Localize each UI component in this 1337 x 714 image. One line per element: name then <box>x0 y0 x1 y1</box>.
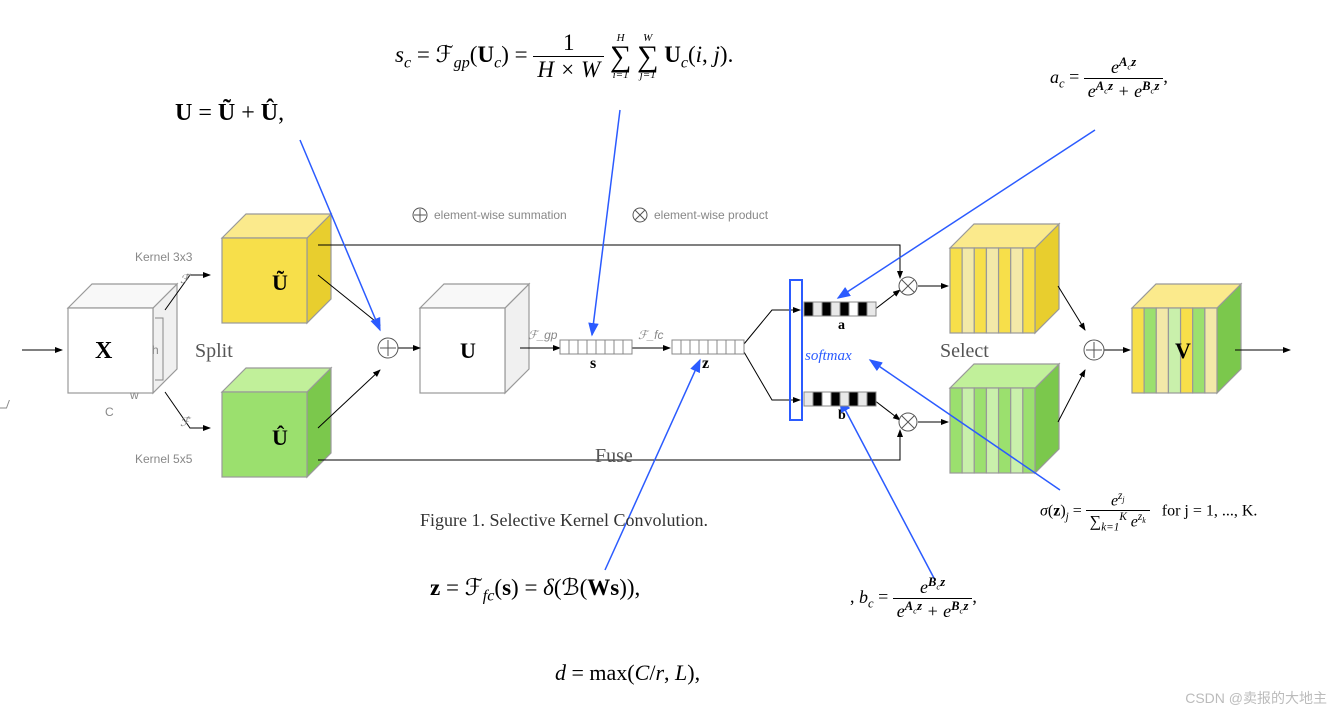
tensor-U: U <box>460 338 476 364</box>
figure-caption: Figure 1. Selective Kernel Convolution. <box>420 510 708 531</box>
label-k3: Kernel 3x3 <box>135 250 192 264</box>
tensor-V: V <box>1175 338 1191 364</box>
stage-select: Select <box>940 340 989 363</box>
otimes-bot <box>899 413 917 431</box>
tensor-a: a <box>838 318 845 334</box>
diagram-stage: U = Ũ + Û, sc = ℱgp(Uc) = 1H × W H∑i=1 W… <box>0 0 1337 714</box>
otimes-top <box>899 277 917 295</box>
oplus-right <box>1084 340 1104 360</box>
label-ftilde: ℱ̃ <box>180 272 189 286</box>
label-w: w <box>130 388 139 402</box>
legend-prod-icon <box>633 208 647 222</box>
eq-sigma: σ(z)j = ezj ∑k=1K ezk for j = 1, ..., K. <box>1040 490 1257 534</box>
label-ffc: ℱ_fc <box>638 328 663 342</box>
legend-sum-label: element-wise summation <box>434 208 567 222</box>
tensor-Utilde: Ũ <box>272 270 288 296</box>
eq-d: d = max(C/r, L), <box>555 660 700 686</box>
stage-softmax: softmax <box>805 348 852 365</box>
eq-sigma-tail: for j = 1, ..., K. <box>1162 503 1258 520</box>
legend-sum-icon <box>413 208 427 222</box>
vector-a <box>804 302 876 316</box>
tensor-Uhat: Û <box>272 425 288 451</box>
tensor-s: s <box>590 355 596 373</box>
watermark: CSDN @卖报的大地主 <box>1185 688 1327 708</box>
tensor-X: X <box>95 338 112 365</box>
stage-split: Split <box>195 340 233 363</box>
eq-ac: ac = eAcz eAcz + eBcz, <box>1050 55 1168 102</box>
eq-sc: sc = ℱgp(Uc) = 1H × W H∑i=1 W∑j=1 Uc(i, … <box>395 30 733 83</box>
label-h: h <box>152 343 159 357</box>
label-fhat: ℱ̂ <box>180 415 189 429</box>
legend-prod-label: element-wise product <box>654 208 768 222</box>
oplus-left <box>378 338 398 358</box>
tensor-b: b <box>838 408 846 424</box>
stage-fuse: Fuse <box>595 445 633 468</box>
eq-z: z = ℱfc(s) = δ(ℬ(Ws)), <box>430 575 640 606</box>
vector-s <box>560 340 632 354</box>
label-C: C <box>105 405 114 419</box>
eq-u-sum: U = Ũ + Û, <box>175 100 284 127</box>
label-fgp: ℱ_gp <box>528 328 557 342</box>
vector-b <box>804 392 876 406</box>
vector-z <box>672 340 744 354</box>
label-k5: Kernel 5x5 <box>135 452 192 466</box>
tensor-z: z <box>702 355 709 373</box>
eq-bc: , bc = eBcz eAcz + eBcz, <box>850 575 977 622</box>
softmax-box <box>790 280 802 420</box>
